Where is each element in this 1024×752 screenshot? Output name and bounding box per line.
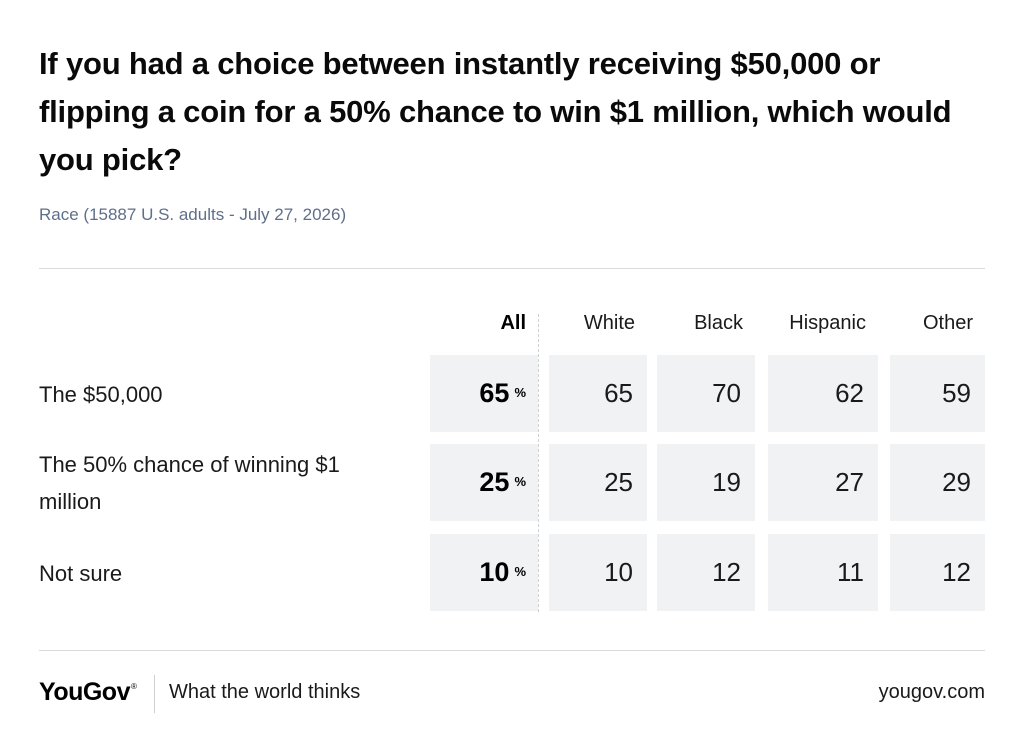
percent-unit: %	[514, 474, 526, 489]
all-value-cell: 25%	[430, 444, 538, 521]
cell-value: 12	[942, 557, 971, 587]
row-label: The $50,000	[39, 382, 163, 407]
footer-tagline: What the world thinks	[169, 681, 361, 703]
footer-url-link[interactable]: yougov.com	[878, 681, 985, 703]
cell-value: 27	[835, 467, 864, 497]
cell-value: 11	[837, 557, 864, 587]
all-value-cell: 10%	[430, 534, 538, 611]
value-cell-white: 25	[549, 444, 647, 521]
value-cell-black: 70	[657, 355, 755, 432]
cell-value: 25	[479, 467, 510, 497]
cell-value: 70	[712, 378, 741, 408]
cell-value: 59	[942, 378, 971, 408]
top-divider	[39, 268, 985, 269]
value-cell-black: 19	[657, 444, 755, 521]
cell-value: 12	[712, 557, 741, 587]
value-cell-white: 10	[549, 534, 647, 611]
cell-value: 29	[942, 467, 971, 497]
column-header-hispanic: Hispanic	[789, 312, 866, 334]
all-value-cell: 65%	[430, 355, 538, 432]
column-header-white: White	[583, 312, 635, 334]
value-cell-other: 12	[890, 534, 985, 611]
cell-value: 65	[479, 378, 510, 408]
percent-unit: %	[514, 564, 526, 579]
cell-value: 10	[479, 557, 510, 587]
column-header-other: Other	[922, 312, 973, 334]
column-header-all: All	[500, 312, 526, 334]
registered-mark: ®	[130, 682, 137, 691]
all-column-divider	[538, 314, 539, 612]
column-header-black: Black	[694, 312, 743, 334]
cell-value: 10	[604, 557, 633, 587]
yougov-logo[interactable]: YouGov®	[39, 678, 137, 707]
value-cell-hispanic: 11	[768, 534, 878, 611]
cell-value: 19	[712, 467, 741, 497]
row-label: The 50% chance of winning $1 million	[39, 452, 340, 514]
row-label: Not sure	[39, 561, 123, 586]
cell-value: 65	[604, 378, 633, 408]
logo-text: YouGov	[39, 678, 130, 706]
value-cell-white: 65	[549, 355, 647, 432]
bottom-divider	[39, 650, 985, 651]
value-cell-hispanic: 27	[768, 444, 878, 521]
chart-title: If you had a choice between instantly re…	[39, 46, 952, 177]
cell-value: 62	[835, 378, 864, 408]
cell-value: 25	[604, 467, 633, 497]
value-cell-hispanic: 62	[768, 355, 878, 432]
value-cell-other: 59	[890, 355, 985, 432]
chart-subtitle: Race (15887 U.S. adults - July 27, 2026)	[39, 205, 347, 224]
value-cell-black: 12	[657, 534, 755, 611]
value-cell-other: 29	[890, 444, 985, 521]
footer-separator	[154, 675, 155, 713]
percent-unit: %	[514, 385, 526, 400]
